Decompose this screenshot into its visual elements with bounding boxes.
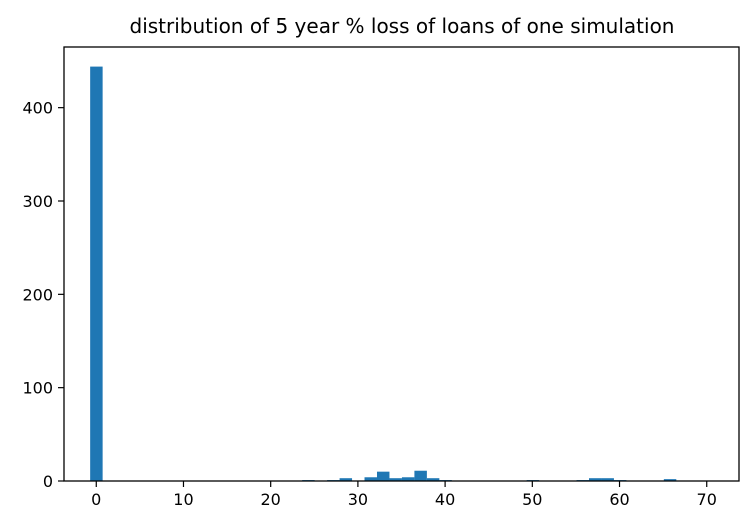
histogram-bar: [426, 478, 440, 481]
x-tick-label: 20: [261, 490, 281, 509]
histogram-bar: [90, 66, 103, 481]
histogram-bar: [589, 478, 602, 481]
y-tick-label: 400: [22, 99, 53, 118]
histogram-bar: [401, 477, 415, 481]
histogram-bar: [601, 478, 614, 481]
x-tick-label: 30: [348, 490, 368, 509]
x-tick-label: 40: [435, 490, 455, 509]
x-tick-label: 0: [91, 490, 101, 509]
histogram-bar: [414, 470, 427, 481]
x-axis: 0 10 20 30 40 50 60 70: [91, 481, 717, 509]
histogram-bar: [376, 471, 390, 481]
bars-layer: [90, 66, 677, 481]
histogram-bar: [663, 479, 677, 481]
x-tick-label: 60: [609, 490, 629, 509]
histogram-bar: [339, 478, 353, 481]
x-tick-label: 70: [697, 490, 717, 509]
y-tick-label: 0: [43, 472, 53, 491]
y-tick-label: 300: [22, 192, 53, 211]
y-tick-label: 100: [22, 379, 53, 398]
plot-frame: [63, 46, 740, 482]
y-axis: 0 100 200 300 400: [22, 99, 64, 491]
x-tick-label: 50: [522, 490, 542, 509]
histogram-bar: [364, 477, 377, 481]
histogram-bar: [389, 478, 402, 481]
y-tick-label: 200: [22, 285, 53, 304]
x-tick-label: 10: [173, 490, 193, 509]
chart-title: distribution of 5 year % loss of loans o…: [130, 14, 675, 38]
